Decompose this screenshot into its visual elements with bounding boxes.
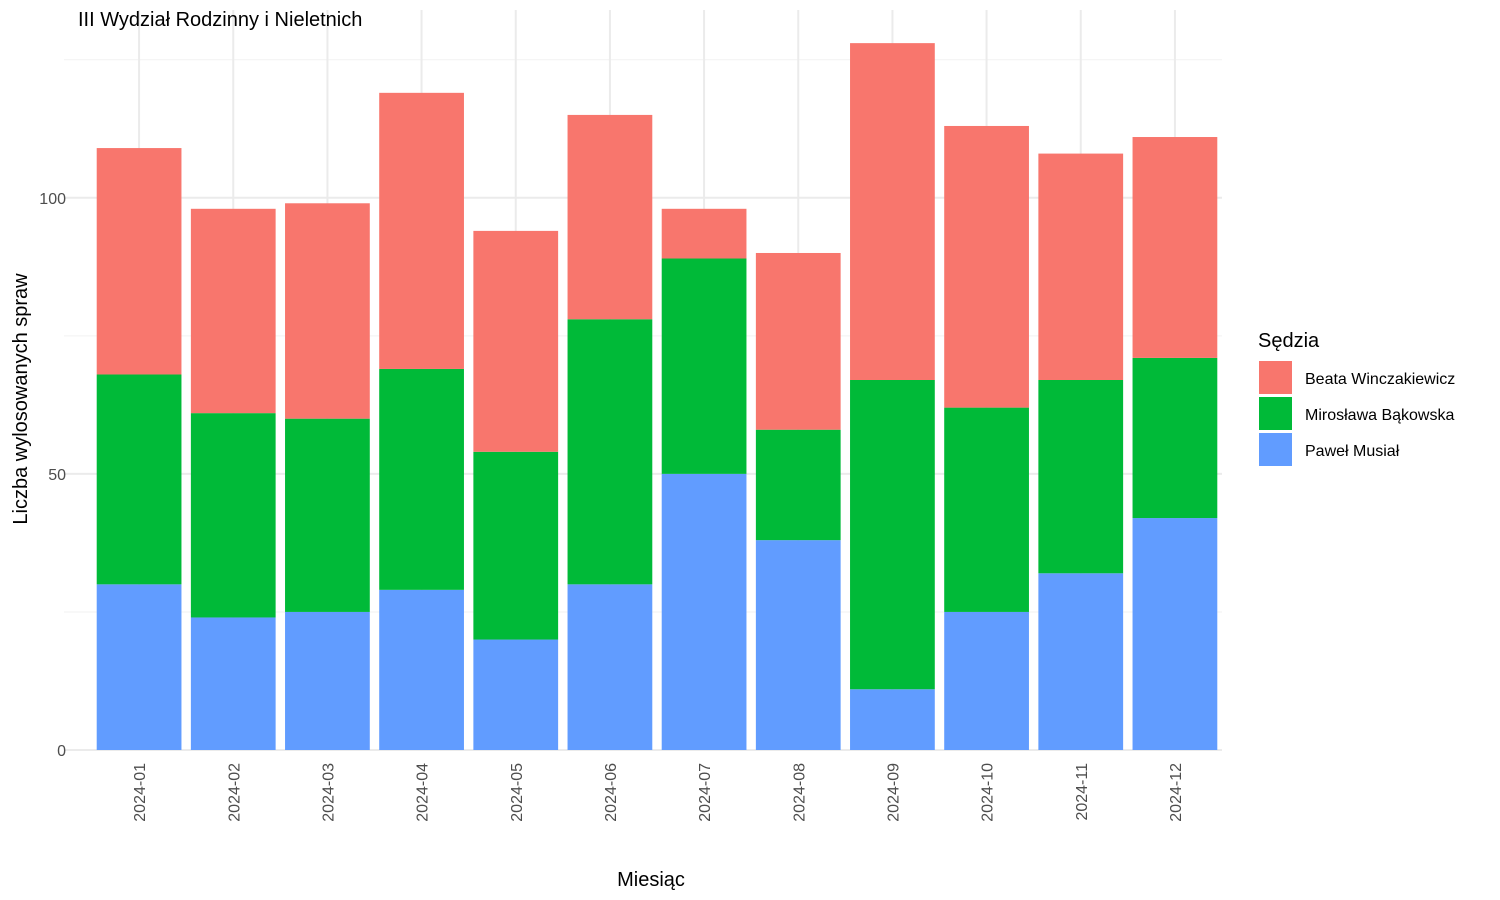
bar-segment-pawe-musia-2024-01	[96, 584, 182, 750]
legend-swatch-pawe-musia	[1259, 433, 1292, 466]
x-tick-label: 2024-01	[132, 763, 149, 822]
y-tick-label: 0	[57, 743, 66, 760]
bar-segment-pawe-musia-2024-09	[850, 689, 935, 750]
x-tick-label: 2024-11	[1074, 763, 1091, 821]
x-tick-label: 2024-05	[509, 763, 526, 822]
legend: Sędzia Beata Winczakiewicz Mirosława Bąko…	[1258, 330, 1455, 466]
y-tick-label: 100	[39, 191, 66, 208]
bar-segment-miros-awa-b-kowska-2024-02	[190, 413, 276, 618]
bar-segment-beata-winczakiewicz-2024-12	[1132, 137, 1218, 358]
bar-segment-miros-awa-b-kowska-2024-05	[473, 451, 559, 640]
x-tick-label: 2024-12	[1168, 763, 1185, 822]
bar-segment-pawe-musia-2024-12	[1132, 518, 1218, 750]
bar-segment-beata-winczakiewicz-2024-10	[944, 125, 1029, 408]
bar-segment-beata-winczakiewicz-2024-08	[755, 252, 841, 430]
legend-label: Paweł Musiał	[1305, 443, 1400, 460]
bar-segment-beata-winczakiewicz-2024-07	[661, 208, 747, 259]
x-tick-label: 2024-06	[603, 763, 620, 822]
bar-segment-beata-winczakiewicz-2024-09	[850, 43, 935, 380]
bars	[96, 43, 1218, 750]
legend-swatch-beata-winczakiewicz	[1259, 361, 1292, 394]
bar-segment-pawe-musia-2024-05	[473, 639, 559, 750]
bar-segment-pawe-musia-2024-02	[190, 617, 276, 750]
legend-label: Mirosława Bąkowska	[1305, 407, 1454, 424]
bar-segment-miros-awa-b-kowska-2024-06	[567, 319, 653, 585]
bar-segment-miros-awa-b-kowska-2024-10	[944, 407, 1029, 612]
bar-segment-pawe-musia-2024-11	[1038, 573, 1124, 750]
x-tick-label: 2024-07	[697, 763, 714, 822]
bar-segment-beata-winczakiewicz-2024-03	[285, 203, 370, 419]
bar-segment-beata-winczakiewicz-2024-04	[379, 92, 464, 369]
chart-title: III Wydział Rodzinny i Nieletnich	[78, 9, 362, 31]
bar-segment-beata-winczakiewicz-2024-01	[96, 148, 182, 375]
bar-segment-beata-winczakiewicz-2024-06	[567, 114, 653, 320]
bar-segment-miros-awa-b-kowska-2024-11	[1038, 380, 1124, 574]
x-tick-label: 2024-02	[226, 763, 243, 822]
bar-segment-pawe-musia-2024-07	[661, 473, 747, 750]
x-tick-label: 2024-03	[320, 763, 337, 822]
bar-segment-beata-winczakiewicz-2024-05	[473, 230, 559, 452]
bar-segment-beata-winczakiewicz-2024-11	[1038, 153, 1124, 380]
x-tick-label: 2024-09	[885, 763, 902, 822]
bar-segment-miros-awa-b-kowska-2024-09	[850, 380, 935, 690]
legend-title: Sędzia	[1258, 330, 1320, 352]
bar-segment-pawe-musia-2024-10	[944, 611, 1029, 750]
y-tick-label: 50	[48, 467, 66, 484]
bar-segment-miros-awa-b-kowska-2024-08	[755, 429, 841, 541]
bar-segment-pawe-musia-2024-06	[567, 584, 653, 750]
legend-label: Beata Winczakiewicz	[1305, 371, 1455, 388]
x-tick-label: 2024-10	[980, 763, 997, 822]
legend-items: Beata Winczakiewicz Mirosława Bąkowska Paw…	[1259, 361, 1455, 466]
bar-segment-miros-awa-b-kowska-2024-07	[661, 258, 747, 474]
bar-segment-pawe-musia-2024-08	[755, 540, 841, 750]
x-axis-title: Miesiąc	[617, 869, 685, 891]
bar-segment-miros-awa-b-kowska-2024-04	[379, 368, 464, 590]
y-axis-title: Liczba wylosowanych spraw	[10, 273, 32, 525]
bar-segment-miros-awa-b-kowska-2024-03	[285, 418, 370, 612]
bar-segment-pawe-musia-2024-04	[379, 589, 464, 750]
bar-segment-miros-awa-b-kowska-2024-12	[1132, 357, 1218, 519]
bar-segment-miros-awa-b-kowska-2024-01	[96, 374, 182, 585]
x-tick-label: 2024-08	[791, 763, 808, 822]
legend-swatch-miros-awa-b-kowska	[1259, 397, 1292, 430]
axes: 0 50 100 2024-01 2024-02 2024-03 2024-04 2024-0…	[39, 191, 1185, 822]
bar-segment-pawe-musia-2024-03	[285, 611, 370, 750]
x-tick-label: 2024-04	[415, 763, 432, 822]
bar-segment-beata-winczakiewicz-2024-02	[190, 208, 276, 414]
